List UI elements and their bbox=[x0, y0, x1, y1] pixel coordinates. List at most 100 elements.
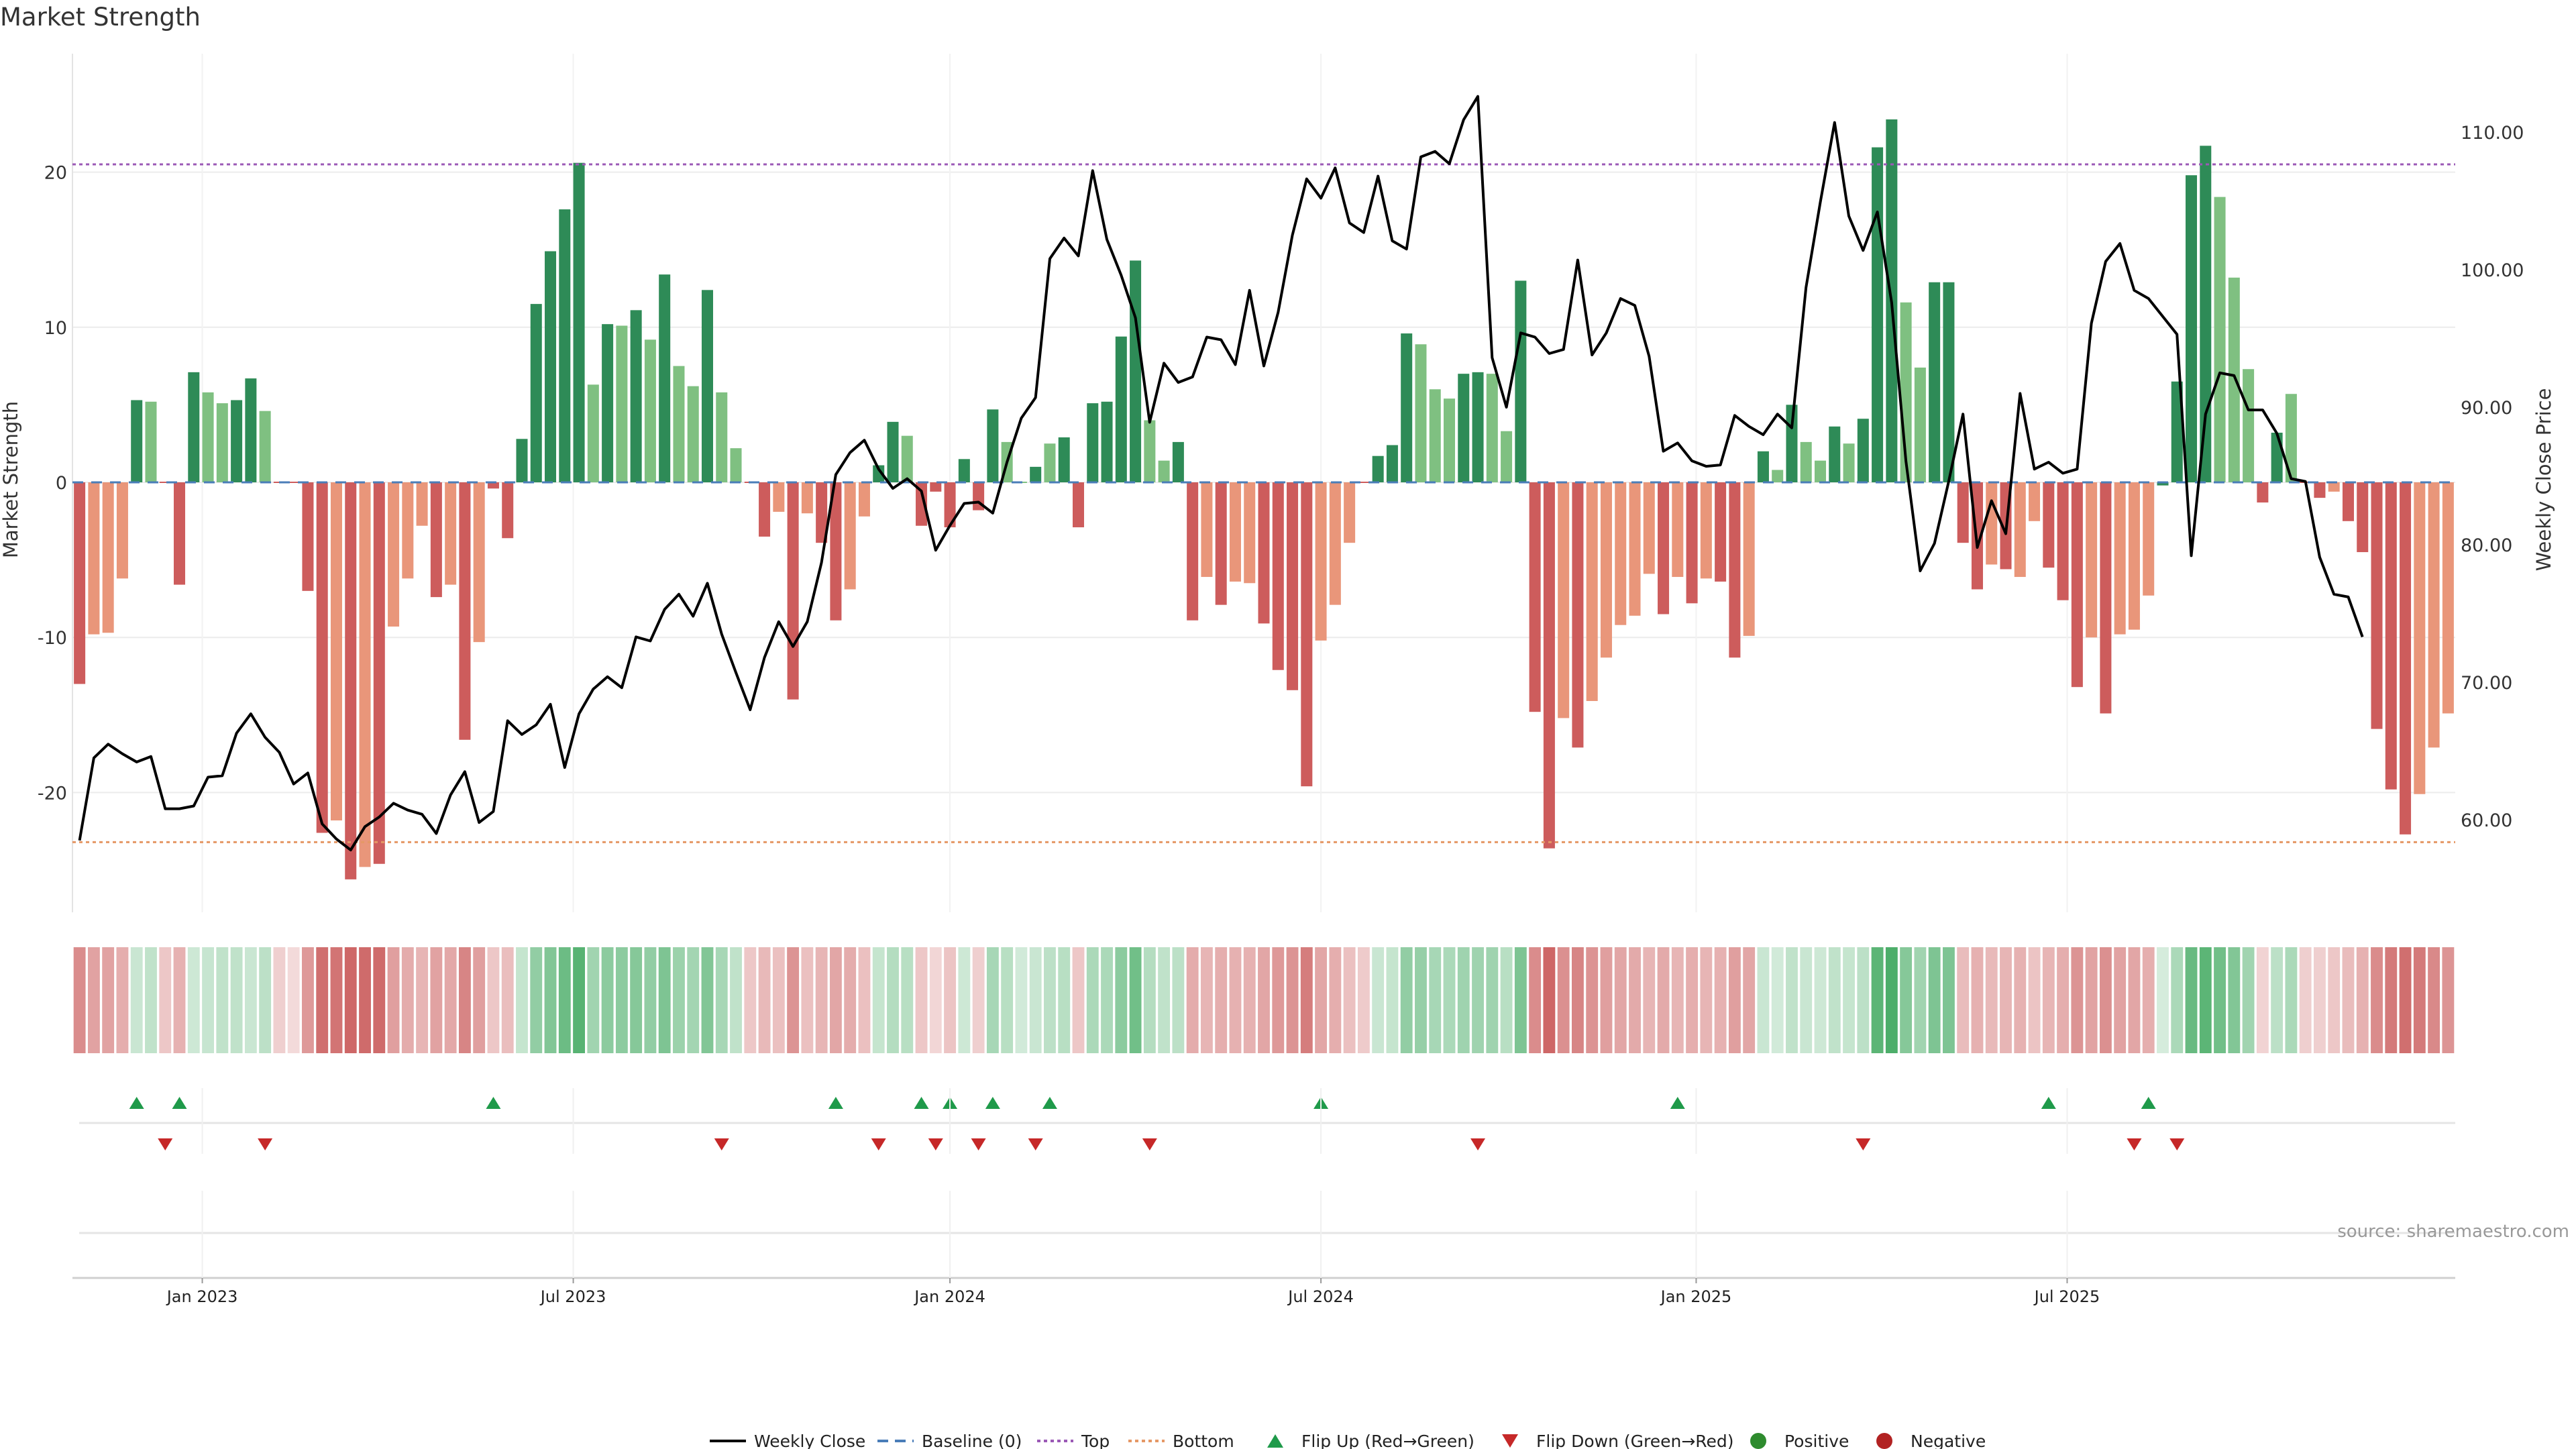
strength-bar bbox=[2428, 482, 2440, 748]
heat-strip-cell bbox=[944, 947, 957, 1053]
strength-bar bbox=[1700, 482, 1712, 579]
strength-bar bbox=[1344, 482, 1356, 543]
flip-up-marker bbox=[2141, 1097, 2156, 1109]
heat-strip-cell bbox=[1671, 947, 1684, 1053]
heat-strip-cell bbox=[2399, 947, 2412, 1053]
flip-down-marker bbox=[971, 1138, 986, 1150]
strength-bar bbox=[2157, 482, 2169, 486]
heat-strip-cell bbox=[1714, 947, 1727, 1053]
strength-bar bbox=[302, 482, 314, 591]
y-axis-label: Market Strength bbox=[0, 401, 22, 558]
heat-strip-cell bbox=[202, 947, 214, 1053]
heat-strip-cell bbox=[458, 947, 471, 1053]
heat-strip-cell bbox=[1686, 947, 1699, 1053]
heat-strip-cell bbox=[2171, 947, 2184, 1053]
y2-tick-label: 110.00 bbox=[2461, 123, 2524, 144]
strength-bar bbox=[345, 482, 357, 879]
strength-bar bbox=[1615, 482, 1627, 625]
strength-bar bbox=[1729, 482, 1741, 658]
strength-bar bbox=[1843, 443, 1855, 482]
x-tick-label: Jul 2023 bbox=[539, 1287, 606, 1306]
strength-bar bbox=[2357, 482, 2369, 553]
heat-strip-cell bbox=[2042, 947, 2055, 1053]
strength-bar bbox=[530, 304, 542, 482]
strength-bar bbox=[330, 482, 342, 821]
heat-strip-cell bbox=[615, 947, 628, 1053]
strength-bar bbox=[659, 274, 671, 482]
strength-bar bbox=[2128, 482, 2140, 630]
y2-axis-label: Weekly Close Price bbox=[2532, 388, 2555, 572]
heat-strip-cell bbox=[2142, 947, 2155, 1053]
legend-label: Baseline (0) bbox=[922, 1432, 1022, 1449]
strength-bar bbox=[1130, 260, 1142, 482]
heat-strip-cell bbox=[972, 947, 985, 1053]
heat-strip-cell bbox=[87, 947, 100, 1053]
heat-strip-cell bbox=[1400, 947, 1413, 1053]
chart-title: Market Strength bbox=[0, 3, 201, 32]
strength-bar bbox=[1872, 147, 1884, 482]
strength-bar bbox=[1515, 280, 1527, 482]
heat-strip-cell bbox=[986, 947, 999, 1053]
strength-bar bbox=[1358, 482, 1370, 483]
heat-strip-cell bbox=[145, 947, 157, 1053]
y2-tick-label: 60.00 bbox=[2461, 810, 2512, 831]
y-tick-label: 20 bbox=[44, 163, 67, 184]
strength-bar bbox=[1672, 482, 1684, 578]
strength-bar bbox=[1072, 482, 1085, 528]
heat-strip-cell bbox=[116, 947, 129, 1053]
heat-strip-cell bbox=[1500, 947, 1513, 1053]
strength-bar bbox=[1472, 372, 1484, 482]
heat-strip-cell bbox=[1586, 947, 1599, 1053]
strength-bar bbox=[416, 482, 428, 526]
y-tick-label: 0 bbox=[56, 473, 67, 494]
heat-strip-cell bbox=[1472, 947, 1484, 1053]
strength-bar bbox=[259, 411, 271, 482]
flip-down-marker bbox=[1856, 1138, 1871, 1150]
heat-strip-cell bbox=[1771, 947, 1784, 1053]
heat-strip-cell bbox=[1186, 947, 1199, 1053]
heat-strip-cell bbox=[1728, 947, 1741, 1053]
heat-strip-cell bbox=[1700, 947, 1713, 1053]
heat-strip-cell bbox=[302, 947, 314, 1053]
heat-strip-cell bbox=[444, 947, 457, 1053]
strength-bar bbox=[1443, 398, 1456, 482]
strength-bar bbox=[1772, 470, 1784, 482]
strength-bar bbox=[2228, 277, 2240, 482]
heat-strip-cell bbox=[1415, 947, 1427, 1053]
strength-bar bbox=[2100, 482, 2112, 714]
strength-bar bbox=[1030, 466, 1042, 482]
heat-strip-cell bbox=[787, 947, 800, 1053]
heat-strip-cell bbox=[2028, 947, 2041, 1053]
heat-strip-cell bbox=[1258, 947, 1270, 1053]
strength-bar bbox=[216, 403, 228, 482]
strength-bar bbox=[1857, 419, 1869, 482]
strength-bar bbox=[1558, 482, 1570, 718]
strength-bar bbox=[673, 366, 685, 482]
heat-strip-cell bbox=[1072, 947, 1085, 1053]
strength-bar bbox=[2071, 482, 2083, 688]
strength-bar bbox=[373, 482, 385, 864]
heat-strip-cell bbox=[1571, 947, 1584, 1053]
heat-strip-cell bbox=[1857, 947, 1870, 1053]
strength-bar bbox=[2057, 482, 2069, 600]
strength-bar bbox=[1486, 374, 1498, 482]
strength-bar bbox=[2371, 482, 2383, 729]
flip-down-marker bbox=[714, 1138, 729, 1150]
heat-strip-cell bbox=[530, 947, 543, 1053]
strength-bar bbox=[773, 482, 785, 512]
x-tick-label: Jan 2023 bbox=[166, 1287, 238, 1306]
heat-strip-cell bbox=[2185, 947, 2198, 1053]
strength-bars bbox=[74, 119, 2454, 879]
y2-tick-label: 80.00 bbox=[2461, 535, 2512, 556]
heat-strip-cell bbox=[730, 947, 742, 1053]
strength-bar bbox=[188, 372, 200, 482]
strength-bar bbox=[2285, 394, 2297, 482]
strength-bar bbox=[1643, 482, 1655, 574]
heat-strip-cell bbox=[915, 947, 928, 1053]
heat-strip-cell bbox=[1443, 947, 1456, 1053]
heat-strip-cell bbox=[430, 947, 443, 1053]
heat-strip-cell bbox=[2385, 947, 2398, 1053]
heat-strip-cell bbox=[1086, 947, 1099, 1053]
strength-bar bbox=[74, 482, 86, 684]
